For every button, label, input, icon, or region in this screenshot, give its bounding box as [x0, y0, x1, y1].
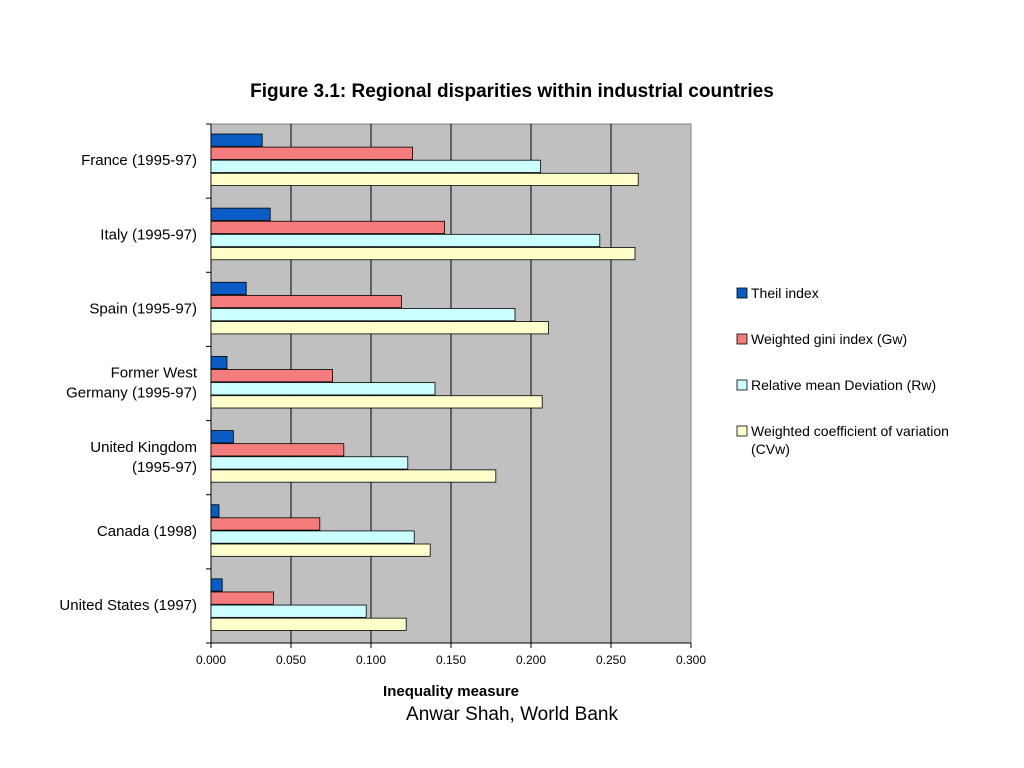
- chart-title: Figure 3.1: Regional disparities within …: [250, 81, 774, 102]
- x-tick-label: 0.150: [436, 653, 466, 667]
- bar: [210, 617, 407, 631]
- bar: [210, 530, 415, 544]
- bar: [210, 443, 345, 457]
- bar: [210, 591, 274, 605]
- bar: [210, 430, 234, 444]
- bar: [210, 146, 414, 160]
- category-label: United States (1997): [59, 597, 197, 614]
- x-tick-label: 0.100: [356, 653, 386, 667]
- bar: [210, 172, 639, 187]
- bar: [210, 247, 636, 261]
- source-footer: Anwar Shah, World Bank: [406, 704, 618, 725]
- legend-label: Weighted gini index (Gw): [751, 331, 907, 347]
- bar: [210, 207, 271, 221]
- bar: [210, 356, 228, 370]
- bar: [210, 281, 247, 295]
- category-label: United Kingdom (1995-97): [90, 439, 197, 476]
- x-axis-title: Inequality measure: [383, 683, 519, 700]
- x-tick-label: 0.050: [276, 653, 306, 667]
- bar: [210, 395, 543, 409]
- category-label: Spain (1995-97): [89, 300, 197, 317]
- legend-label: Relative mean Deviation (Rw): [751, 377, 936, 393]
- bar: [210, 308, 516, 322]
- x-tick-label: 0.250: [596, 653, 626, 667]
- category-label: France (1995-97): [81, 152, 197, 169]
- bar: [210, 382, 436, 396]
- bar: [210, 159, 542, 173]
- legend-swatch: [736, 287, 748, 299]
- bar: [210, 133, 263, 147]
- legend-swatch: [736, 333, 748, 345]
- category-label: Italy (1995-97): [100, 226, 197, 243]
- bar: [210, 469, 497, 483]
- legend-label: Theil index: [751, 285, 819, 301]
- bar: [210, 578, 223, 592]
- legend-label: Weighted coefficient of variation (CVw): [751, 423, 949, 457]
- bar: [210, 369, 333, 383]
- bar: [210, 504, 220, 518]
- bar: [210, 233, 601, 248]
- legend-swatch: [736, 379, 748, 391]
- bar: [210, 456, 409, 470]
- bar: [210, 517, 321, 531]
- bar: [210, 543, 431, 557]
- x-tick-label: 0.200: [516, 653, 546, 667]
- category-label: Canada (1998): [97, 523, 197, 540]
- bar: [210, 294, 402, 309]
- x-tick-label: 0.300: [676, 653, 706, 667]
- legend-swatch: [736, 425, 748, 437]
- bar: [210, 220, 446, 234]
- bar: [210, 604, 367, 618]
- category-label: Former West Germany (1995-97): [66, 365, 198, 402]
- bar: [210, 321, 550, 335]
- x-tick-label: 0.000: [196, 653, 226, 667]
